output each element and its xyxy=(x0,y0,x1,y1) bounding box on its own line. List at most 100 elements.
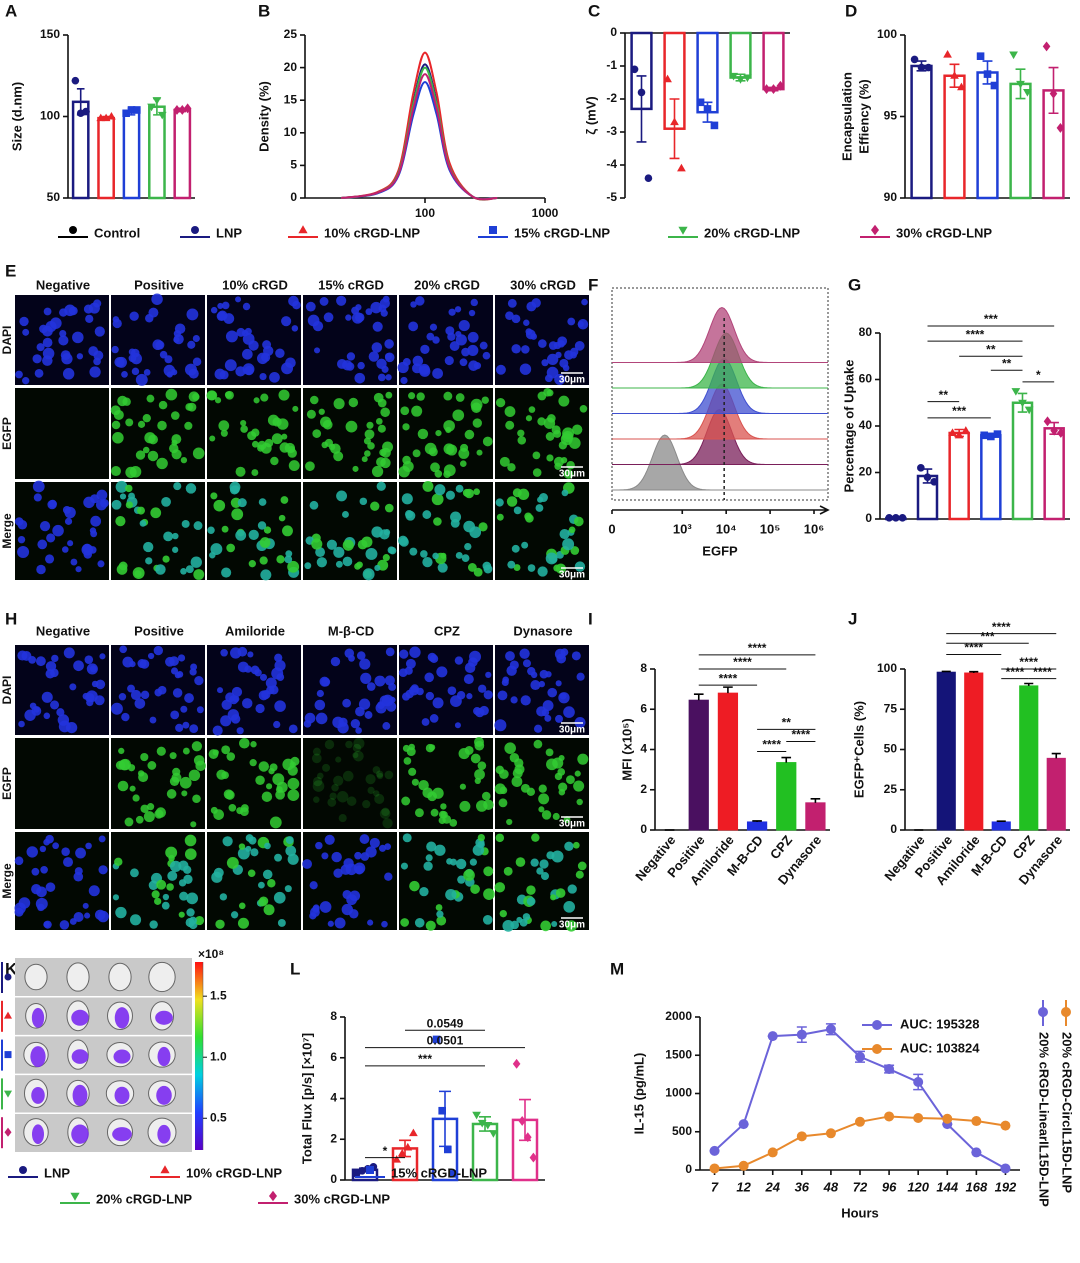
cell xyxy=(430,462,440,473)
cell xyxy=(281,433,288,440)
cell xyxy=(122,656,134,668)
cell xyxy=(195,760,206,772)
cell xyxy=(479,341,488,350)
cell xyxy=(402,460,414,473)
data-point xyxy=(710,121,719,130)
cell xyxy=(517,429,525,437)
signal xyxy=(30,1046,46,1068)
cell xyxy=(124,817,134,827)
x-axis-label: EGFP xyxy=(702,543,738,558)
cell xyxy=(180,456,188,464)
cell xyxy=(89,366,101,378)
cell xyxy=(363,437,371,445)
y-tick-label: -5 xyxy=(606,190,617,204)
cell xyxy=(316,557,327,568)
y-tick-label: 2 xyxy=(330,1131,337,1145)
x-tick-label: 10³ xyxy=(673,521,692,536)
cell xyxy=(470,753,481,764)
cell xyxy=(577,319,589,330)
cell xyxy=(115,906,127,919)
cell xyxy=(478,684,487,693)
cell xyxy=(238,843,246,850)
cell xyxy=(336,295,347,306)
cell xyxy=(145,557,153,565)
data-point xyxy=(432,1035,441,1044)
cell xyxy=(477,761,487,770)
cell xyxy=(532,451,541,460)
legend-marker xyxy=(872,1044,882,1054)
cell xyxy=(336,490,348,502)
cell xyxy=(337,722,349,734)
cell xyxy=(22,328,30,336)
significance-label: **** xyxy=(1006,665,1025,679)
cell xyxy=(443,470,451,479)
cell xyxy=(166,883,174,891)
cell xyxy=(470,298,478,307)
cell xyxy=(235,466,246,477)
cell xyxy=(40,865,48,874)
cell xyxy=(519,918,528,927)
cell xyxy=(312,905,320,913)
cell xyxy=(157,685,167,695)
data-point xyxy=(1043,416,1052,427)
cell xyxy=(454,656,464,665)
cell xyxy=(192,357,202,366)
cell xyxy=(400,376,408,385)
data-point xyxy=(1057,428,1065,438)
cell xyxy=(259,372,267,381)
x-tick-label: 10⁶ xyxy=(804,521,824,536)
bar xyxy=(910,64,933,200)
cell xyxy=(375,770,384,778)
significance-label: * xyxy=(383,1144,388,1158)
cell xyxy=(454,306,462,313)
cell xyxy=(428,744,436,751)
cell xyxy=(247,869,256,878)
cell xyxy=(470,884,480,894)
cell xyxy=(52,842,60,850)
row-label: EGFP xyxy=(0,417,14,450)
cell xyxy=(551,850,564,863)
cell xyxy=(35,897,48,910)
legend-label: 10% cRGD-LNP xyxy=(186,1165,282,1180)
cell xyxy=(287,448,297,458)
cell xyxy=(164,355,173,364)
cell xyxy=(520,695,531,706)
legend-label: 30% cRGD-LNP xyxy=(896,225,992,240)
cell xyxy=(351,306,360,315)
cell xyxy=(31,867,40,876)
cell xyxy=(331,851,342,863)
cell xyxy=(76,353,84,360)
cell xyxy=(559,692,567,700)
cell xyxy=(576,798,583,806)
cell xyxy=(537,496,544,503)
significance-label: 0.0549 xyxy=(427,1016,464,1030)
legend-marker xyxy=(871,224,879,236)
cell xyxy=(410,301,417,308)
cell xyxy=(400,406,410,416)
legend-marker xyxy=(298,225,308,234)
bar xyxy=(964,672,984,831)
cell xyxy=(528,406,536,413)
x-tick-label: 0 xyxy=(608,521,615,536)
cell xyxy=(507,463,516,472)
cell xyxy=(186,892,199,905)
cell xyxy=(36,886,47,898)
data-point xyxy=(1009,51,1018,60)
cell xyxy=(544,714,552,722)
cell xyxy=(180,705,188,713)
cell xyxy=(130,868,139,878)
cell xyxy=(259,673,268,681)
bar xyxy=(746,821,768,831)
cell xyxy=(342,539,354,551)
panel-letter: G xyxy=(848,275,861,294)
y-axis-label: Density (%) xyxy=(256,81,271,152)
y-tick-label: 25 xyxy=(284,27,298,41)
cell xyxy=(323,312,334,323)
cell xyxy=(352,752,359,759)
cell xyxy=(221,301,230,310)
cell xyxy=(411,778,419,786)
cell xyxy=(214,397,222,404)
cell xyxy=(409,880,420,892)
cell xyxy=(118,692,127,701)
error-bar xyxy=(1051,752,1061,759)
